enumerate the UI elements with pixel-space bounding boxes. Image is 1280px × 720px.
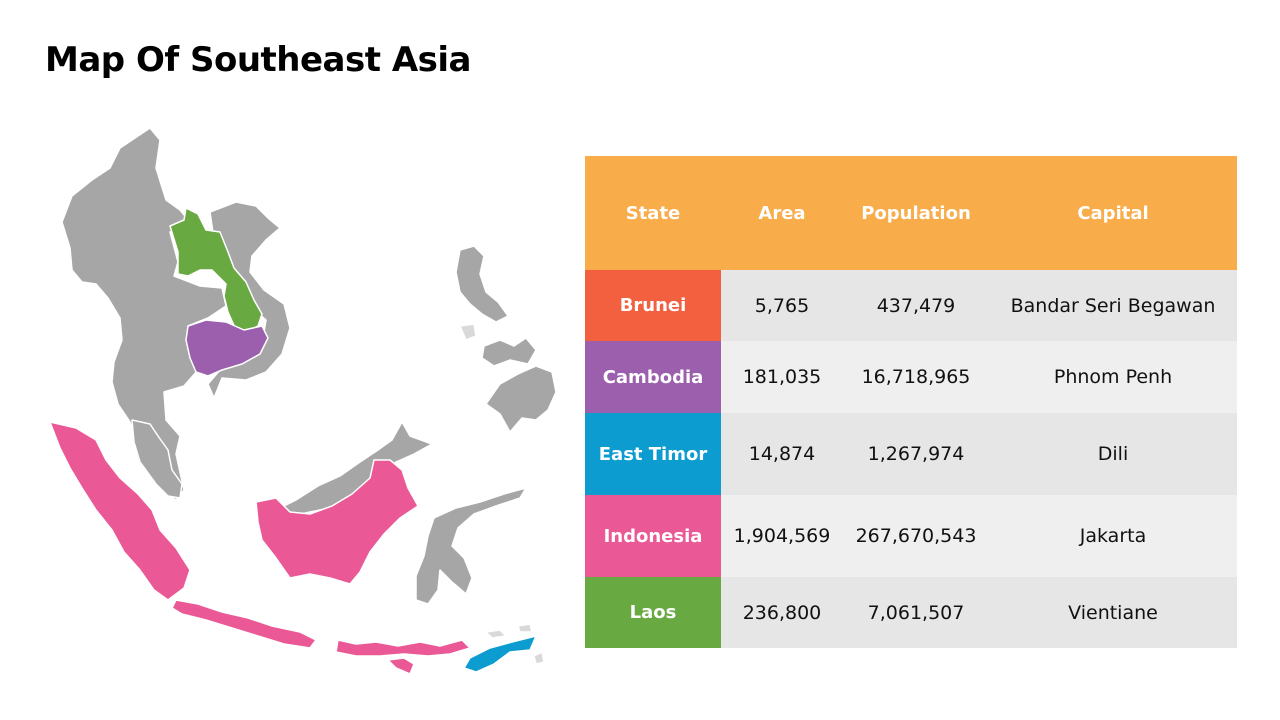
population-cell: 7,061,507 — [843, 577, 989, 648]
table-row: Indonesia 1,904,569 267,670,543 Jakarta — [585, 495, 1237, 577]
southeast-asia-map — [49, 127, 557, 675]
state-cell: Cambodia — [585, 341, 721, 413]
header-area: Area — [721, 156, 843, 270]
state-cell: Brunei — [585, 270, 721, 341]
state-cell: East Timor — [585, 413, 721, 495]
area-cell: 14,874 — [721, 413, 843, 495]
mindanao-region — [485, 365, 557, 433]
population-cell: 437,479 — [843, 270, 989, 341]
table-row: East Timor 14,874 1,267,974 Dili — [585, 413, 1237, 495]
table-row: Brunei 5,765 437,479 Bandar Seri Begawan — [585, 270, 1237, 341]
capital-cell: Vientiane — [989, 577, 1237, 648]
visayas-region — [481, 337, 537, 367]
timor-islet-region — [485, 629, 507, 639]
luzon-region — [455, 245, 509, 323]
cambodia-region — [185, 319, 269, 377]
laos-region — [169, 207, 263, 333]
page-title: Map Of Southeast Asia — [45, 40, 471, 80]
table-header-row: State Area Population Capital — [585, 156, 1237, 270]
north-borneo-region — [271, 421, 433, 517]
east-timor-region — [463, 635, 537, 673]
population-cell: 267,670,543 — [843, 495, 989, 577]
area-cell: 5,765 — [721, 270, 843, 341]
sulawesi-region — [415, 487, 527, 605]
sumatra-region — [49, 421, 191, 601]
timor-islet-region-3 — [533, 651, 545, 665]
population-cell: 1,267,974 — [843, 413, 989, 495]
area-cell: 236,800 — [721, 577, 843, 648]
mindoro-region — [459, 323, 477, 341]
small-island-region — [387, 657, 415, 675]
area-cell: 1,904,569 — [721, 495, 843, 577]
state-cell: Laos — [585, 577, 721, 648]
state-cell: Indonesia — [585, 495, 721, 577]
population-cell: 16,718,965 — [843, 341, 989, 413]
lesser-sunda-islands-region — [335, 639, 471, 657]
capital-cell: Jakarta — [989, 495, 1237, 577]
capital-cell: Phnom Penh — [989, 341, 1237, 413]
table-row: Cambodia 181,035 16,718,965 Phnom Penh — [585, 341, 1237, 413]
table-row: Laos 236,800 7,061,507 Vientiane — [585, 577, 1237, 648]
java-region — [171, 599, 317, 649]
header-capital: Capital — [989, 156, 1237, 270]
capital-cell: Dili — [989, 413, 1237, 495]
country-data-table: State Area Population Capital Brunei 5,7… — [585, 156, 1237, 648]
area-cell: 181,035 — [721, 341, 843, 413]
kalimantan-region — [255, 459, 419, 585]
malaysia-peninsula-region — [131, 419, 183, 499]
timor-islet-region-2 — [517, 623, 533, 633]
capital-cell: Bandar Seri Begawan — [989, 270, 1237, 341]
header-state: State — [585, 156, 721, 270]
header-population: Population — [843, 156, 989, 270]
